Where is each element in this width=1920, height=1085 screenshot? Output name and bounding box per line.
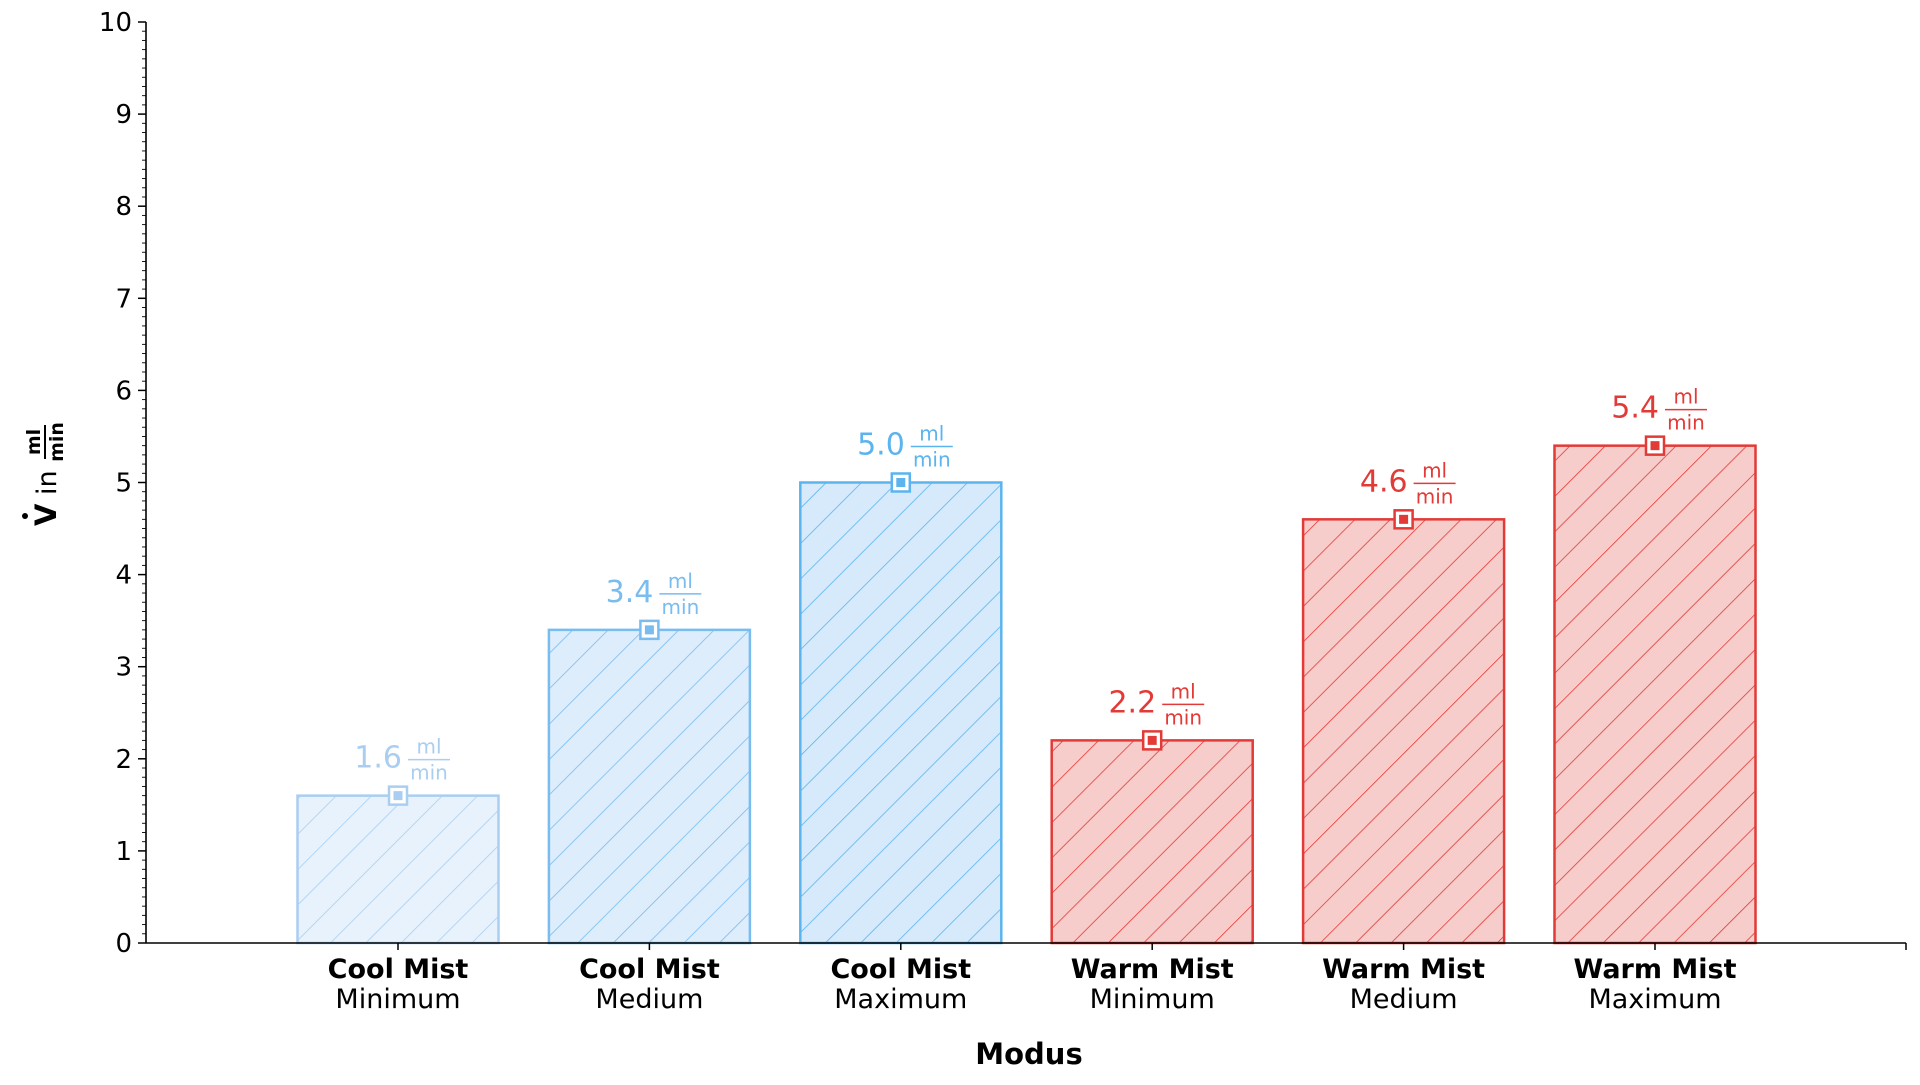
y-tick-label: 8: [115, 192, 132, 222]
bar-value-label: 4.6: [1360, 464, 1408, 499]
bar-value-unit-denominator: min: [1416, 484, 1454, 508]
bar-marker-inner: [896, 478, 906, 487]
bar: [1301, 518, 1506, 945]
y-tick-label: 2: [115, 745, 132, 775]
bar-value-unit-denominator: min: [662, 595, 700, 619]
bar-value-unit-denominator: min: [1164, 705, 1202, 729]
bar: [799, 481, 1003, 945]
bar-value-unit-numerator: ml: [1422, 458, 1447, 482]
x-tick-label-main: Warm Mist: [1071, 954, 1234, 985]
bar-marker-inner: [393, 791, 403, 801]
axes-group: [138, 21, 1907, 950]
x-tick-label-sub: Maximum: [1588, 984, 1721, 1015]
x-tick-label-sub: Medium: [595, 984, 703, 1015]
x-tick-label-main: Warm Mist: [1322, 954, 1485, 985]
y-tick-label: 1: [115, 837, 132, 867]
bar-value-unit-denominator: min: [1667, 411, 1705, 435]
bar: [1553, 444, 1757, 945]
y-tick-label: 0: [115, 929, 132, 959]
bar-value-label: 1.6: [354, 741, 402, 776]
bar-value-label: 3.4: [606, 575, 654, 610]
bar-value-label: 5.4: [1611, 391, 1659, 426]
y-axis-title-symbol: V: [29, 503, 63, 526]
bar-marker-inner: [644, 625, 654, 635]
bar-marker-inner: [1147, 735, 1157, 745]
bar-value-unit-denominator: min: [410, 761, 448, 785]
y-tick-label: 10: [99, 8, 132, 38]
bar-value-unit-numerator: ml: [1673, 385, 1698, 409]
x-axis-title: Modus: [975, 1037, 1082, 1071]
y-tick-label: 7: [115, 284, 132, 314]
x-tick-label-sub: Maximum: [834, 984, 967, 1015]
bar-value-unit-numerator: ml: [919, 422, 944, 446]
y-tick-label: 5: [115, 469, 132, 499]
bars-group: [296, 435, 1757, 945]
y-tick-label: 6: [115, 376, 132, 406]
bar-value-label: 2.2: [1108, 685, 1156, 720]
y-tick-label: 9: [115, 100, 132, 130]
bar-marker-inner: [1650, 441, 1660, 451]
bar: [547, 628, 752, 945]
bar-value-unit-denominator: min: [913, 448, 951, 472]
y-axis-title-denominator: min: [46, 422, 68, 462]
y-axis-title: Vin ml min: [22, 422, 68, 526]
bar-marker-inner: [1399, 514, 1409, 524]
y-axis-title-numerator: ml: [23, 429, 45, 455]
x-tick-label-sub: Minimum: [1090, 984, 1215, 1015]
y-axis-title-dot: [22, 513, 28, 519]
x-tick-label-sub: Medium: [1350, 984, 1458, 1015]
bar-value-label: 5.0: [857, 428, 905, 463]
y-tick-label: 4: [115, 561, 132, 591]
x-tick-label-sub: Minimum: [335, 984, 460, 1015]
y-tick-label: 3: [115, 653, 132, 683]
x-tick-label-main: Cool Mist: [830, 954, 971, 985]
x-tick-label-main: Warm Mist: [1574, 954, 1737, 985]
x-tick-label-main: Cool Mist: [328, 954, 469, 985]
bar: [296, 794, 500, 945]
x-tick-label-main: Cool Mist: [579, 954, 720, 985]
bar-value-unit-numerator: ml: [668, 569, 693, 593]
y-axis-title-in: in: [32, 470, 63, 495]
bar-value-unit-numerator: ml: [1171, 679, 1196, 703]
bar-value-unit-numerator: ml: [416, 735, 441, 759]
bar: [1050, 739, 1254, 945]
